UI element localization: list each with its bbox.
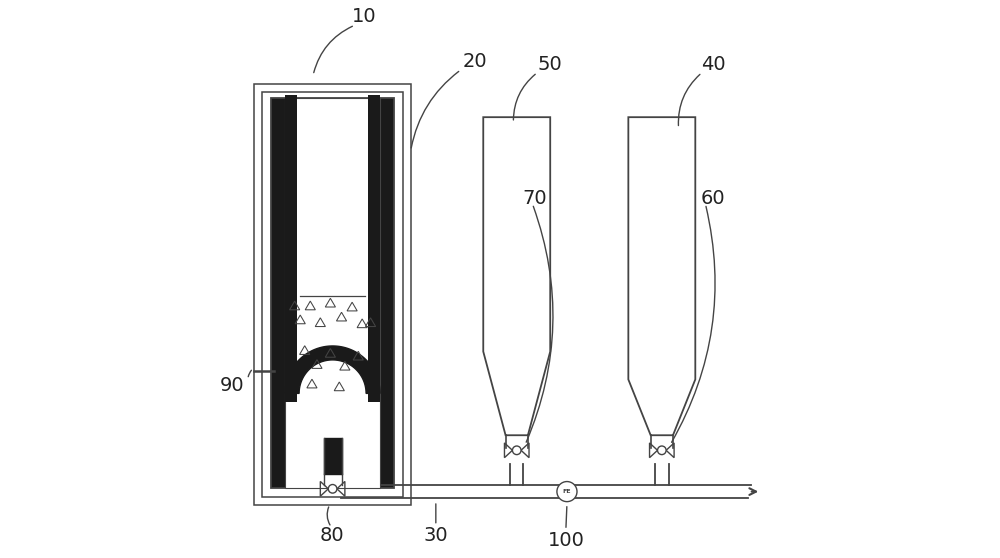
Polygon shape	[285, 346, 380, 393]
Bar	[271, 98, 394, 488]
Text: 70: 70	[523, 189, 547, 208]
Text: 100: 100	[547, 531, 584, 550]
Text: 90: 90	[220, 376, 244, 395]
Bar	[285, 95, 297, 402]
Circle shape	[512, 446, 521, 455]
Text: 60: 60	[701, 189, 725, 208]
Text: 40: 40	[701, 55, 725, 74]
Circle shape	[658, 446, 666, 455]
Text: 20: 20	[463, 52, 487, 71]
Text: FE: FE	[563, 489, 571, 494]
Bar	[254, 84, 411, 505]
Bar	[285, 98, 380, 488]
Text: 30: 30	[424, 526, 448, 545]
Circle shape	[328, 484, 337, 493]
Bar	[368, 95, 380, 402]
Bar	[262, 92, 403, 497]
Polygon shape	[324, 438, 342, 474]
Text: 10: 10	[352, 7, 377, 26]
Text: 50: 50	[538, 55, 563, 74]
Circle shape	[557, 482, 577, 502]
Text: 80: 80	[319, 526, 344, 545]
